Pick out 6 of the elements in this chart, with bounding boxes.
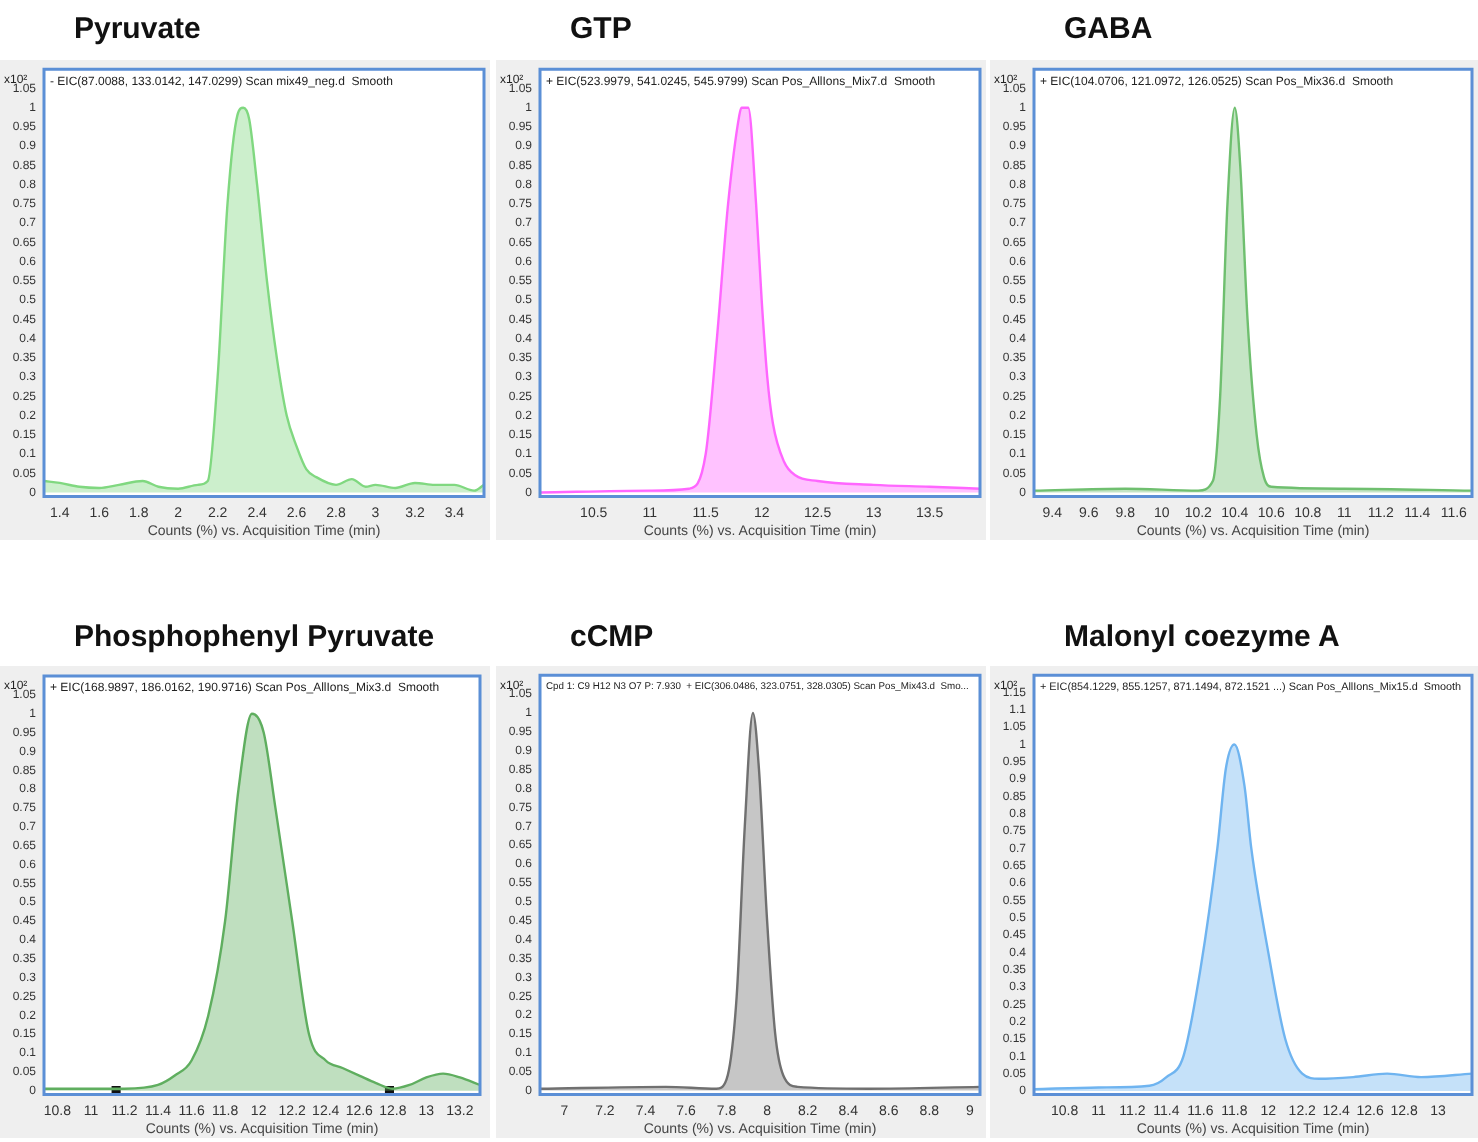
chart-title: Phosphophenyl Pyruvate — [72, 620, 437, 658]
chart-title: cCMP — [568, 620, 656, 658]
chart-title: GABA — [1062, 12, 1155, 50]
chart-title: GTP — [568, 12, 634, 50]
chart-title: Pyruvate — [72, 12, 203, 50]
chart-title: Malonyl coezyme A — [1062, 620, 1342, 658]
